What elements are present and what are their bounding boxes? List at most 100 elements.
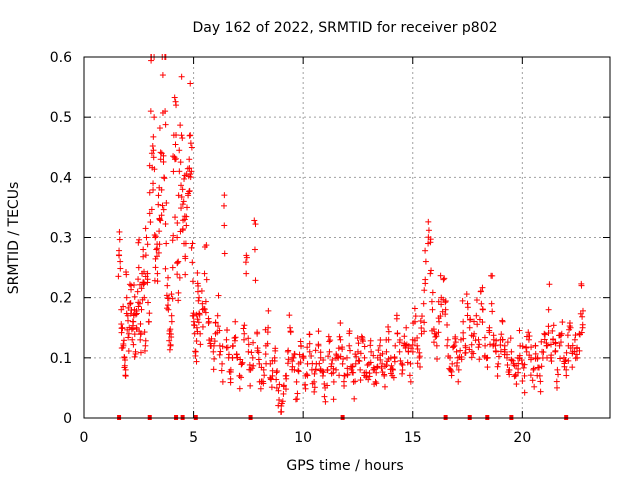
data-point xyxy=(190,310,197,317)
data-point xyxy=(254,329,261,336)
data-point xyxy=(336,372,343,379)
data-point xyxy=(219,378,226,385)
data-point xyxy=(170,153,177,160)
data-point xyxy=(252,277,259,284)
data-point xyxy=(280,382,287,389)
data-point xyxy=(317,349,324,356)
data-point xyxy=(519,378,526,385)
data-point xyxy=(175,258,182,265)
data-point xyxy=(141,280,148,287)
data-point xyxy=(513,381,520,388)
data-point xyxy=(414,334,421,341)
data-point xyxy=(523,348,530,355)
data-point xyxy=(302,385,309,392)
data-point xyxy=(468,341,475,348)
data-point xyxy=(131,353,138,360)
x-tick-label: 0 xyxy=(80,430,89,446)
data-point xyxy=(160,206,167,213)
data-point xyxy=(495,360,502,367)
data-point xyxy=(550,322,557,329)
data-point xyxy=(516,327,523,334)
data-point xyxy=(541,330,548,337)
data-point xyxy=(306,348,313,355)
data-point xyxy=(552,340,559,347)
data-point xyxy=(142,337,149,344)
data-point xyxy=(182,271,189,278)
data-point xyxy=(221,250,228,257)
data-point xyxy=(449,360,456,367)
data-point xyxy=(227,369,234,376)
data-point xyxy=(566,323,573,330)
data-point xyxy=(223,336,230,343)
data-point xyxy=(466,316,473,323)
data-point xyxy=(189,312,196,319)
data-point xyxy=(553,384,560,391)
data-point xyxy=(576,347,583,354)
data-point xyxy=(157,217,164,224)
data-point xyxy=(171,94,178,101)
data-point xyxy=(195,297,202,304)
data-point xyxy=(261,372,268,379)
data-point xyxy=(245,348,252,355)
data-point xyxy=(532,342,539,349)
data-point xyxy=(232,318,239,325)
data-point xyxy=(333,366,340,373)
data-point xyxy=(358,333,365,340)
data-point xyxy=(494,373,501,380)
data-point xyxy=(537,388,544,395)
data-point xyxy=(214,323,221,330)
data-point xyxy=(137,331,144,338)
data-point xyxy=(412,313,419,320)
data-point xyxy=(202,309,209,316)
data-point xyxy=(120,340,127,347)
data-point xyxy=(416,353,423,360)
data-point xyxy=(350,369,357,376)
data-point xyxy=(408,345,415,352)
data-point xyxy=(344,354,350,361)
data-point xyxy=(282,386,289,393)
data-point xyxy=(370,364,377,371)
data-point xyxy=(194,288,201,295)
data-point xyxy=(383,348,390,355)
data-point xyxy=(390,366,397,373)
data-point xyxy=(246,361,253,368)
data-point xyxy=(478,300,485,307)
data-point xyxy=(578,329,585,336)
data-point xyxy=(129,336,136,343)
data-point xyxy=(210,342,217,349)
data-point xyxy=(383,362,390,369)
data-point xyxy=(325,353,332,360)
data-point xyxy=(179,135,186,142)
data-point xyxy=(130,281,137,288)
data-point xyxy=(134,288,141,295)
data-point xyxy=(545,323,552,330)
data-point xyxy=(194,316,201,323)
data-point xyxy=(350,378,357,385)
data-point xyxy=(337,320,344,327)
data-point xyxy=(559,319,566,326)
data-point xyxy=(220,202,227,209)
data-point xyxy=(571,336,578,343)
data-point xyxy=(162,220,169,227)
data-point xyxy=(506,371,513,378)
data-point xyxy=(241,330,248,337)
data-point xyxy=(221,192,228,199)
data-point xyxy=(306,331,313,338)
data-point xyxy=(397,357,404,364)
data-point xyxy=(396,348,403,355)
data-point xyxy=(276,381,283,388)
data-point xyxy=(187,140,194,147)
data-point xyxy=(157,156,164,163)
data-point xyxy=(399,361,406,368)
data-point xyxy=(455,366,462,373)
data-point xyxy=(438,301,445,308)
data-point xyxy=(428,267,435,274)
data-point xyxy=(197,330,204,337)
data-point xyxy=(267,360,274,367)
data-point xyxy=(419,313,426,320)
data-point xyxy=(368,348,375,355)
data-point xyxy=(172,214,179,221)
data-point xyxy=(427,270,434,277)
data-point xyxy=(132,311,139,318)
